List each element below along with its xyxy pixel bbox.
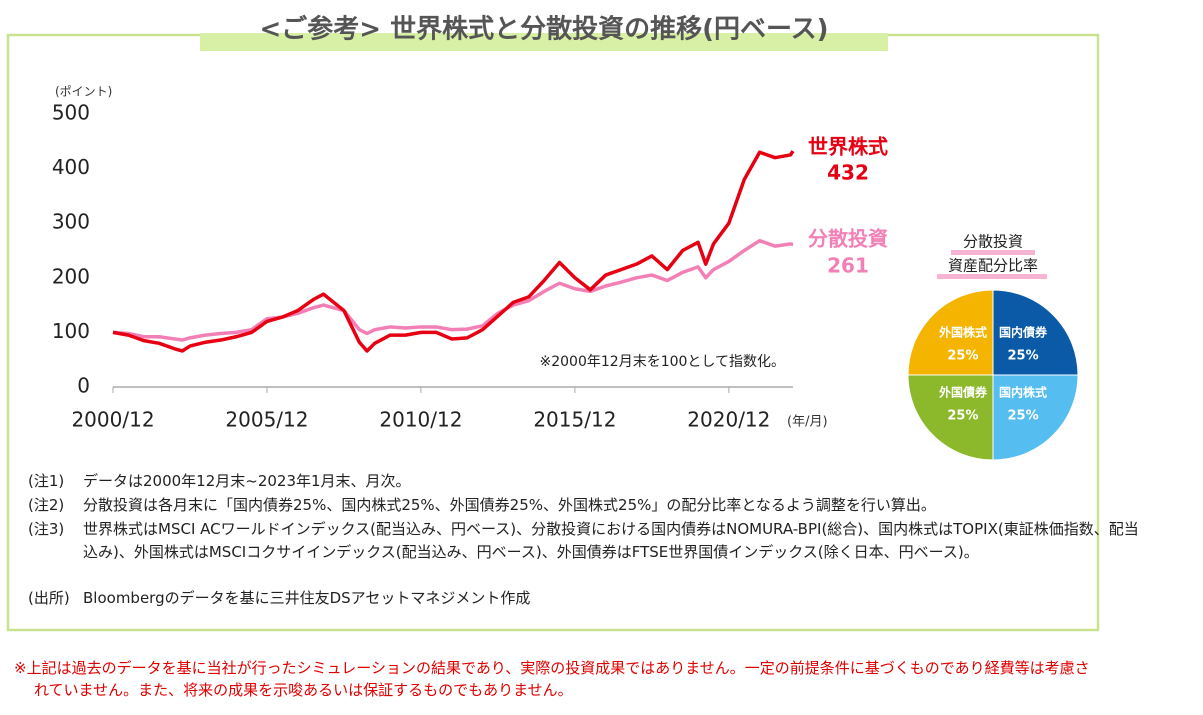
line-series xyxy=(112,238,794,342)
pie-slice xyxy=(992,289,1079,376)
series-label: 世界株式 xyxy=(808,135,888,159)
end-value-label: 261 xyxy=(827,254,869,278)
title-highlight xyxy=(937,274,1047,279)
pie-slice xyxy=(907,289,994,376)
note-label: (出所) xyxy=(28,589,70,607)
title-highlight xyxy=(200,33,888,51)
title-highlight xyxy=(951,250,1035,255)
x-tick-label: 2005/12 xyxy=(225,408,308,432)
x-tick-label: 2015/12 xyxy=(533,408,616,432)
note: (出所) Bloombergのデータを基に三井住友DSアセットマネジメント作成 xyxy=(28,587,530,610)
annotation: ※2000年12月末を100として指数化。 xyxy=(540,354,785,370)
note: (注1) データは2000年12月末~2023年1月末、月次。 xyxy=(28,470,411,493)
end-value-label: 432 xyxy=(827,161,869,185)
slice-label: 外国株式 xyxy=(939,324,987,339)
note-text: Bloombergのデータを基に三井住友DSアセットマネジメント作成 xyxy=(83,589,531,607)
note-text: データは2000年12月末~2023年1月末、月次。 xyxy=(83,472,411,490)
y-unit: (ポイント) xyxy=(55,85,112,99)
disclaimer: ※上記は過去のデータを基に当社が行ったシミュレーションの結果であり、実際の投資成… xyxy=(14,659,1090,699)
slice-value: 25% xyxy=(947,409,978,424)
y-tick-label: 400 xyxy=(52,155,90,179)
slice-value: 25% xyxy=(1007,348,1038,363)
slice-value: 25% xyxy=(1007,409,1038,424)
y-tick-label: 300 xyxy=(52,210,90,234)
page-title: <ご参考> 世界株式と分散投資の推移(円ベース) xyxy=(259,14,828,45)
series-label: 分散投資 xyxy=(808,227,888,251)
note-label: (注2) xyxy=(28,496,65,514)
slice-label: 国内債券 xyxy=(999,324,1048,339)
note-text: 分散投資は各月末に「国内債券25%、国内株式25%、外国債券25%、外国株式25… xyxy=(83,496,936,514)
slice-label: 外国債券 xyxy=(939,385,988,400)
y-tick-label: 500 xyxy=(52,101,90,125)
note-label: (注1) xyxy=(28,472,65,490)
x-tick-label: 2020/12 xyxy=(687,408,770,432)
pie-title: 資産配分比率 xyxy=(948,257,1038,275)
slice-value: 25% xyxy=(947,348,978,363)
note: (注2) 分散投資は各月末に「国内債券25%、国内株式25%、外国債券25%、外国… xyxy=(28,494,936,517)
x-unit: (年/月) xyxy=(787,415,828,430)
y-tick-label: 100 xyxy=(52,319,90,343)
line-series xyxy=(112,150,795,353)
note: (注3) 世界株式はMSCI ACワールドインデックス(配当込み、円ベース)、分散… xyxy=(28,518,1143,564)
x-tick-label: 2010/12 xyxy=(379,408,462,432)
y-tick-label: 0 xyxy=(77,374,90,398)
note-label: (注3) xyxy=(28,520,65,538)
pie-slice xyxy=(907,374,994,461)
note-text: 世界株式はMSCI ACワールドインデックス(配当込み、円ベース)、分散投資にお… xyxy=(83,520,1139,561)
x-tick-label: 2000/12 xyxy=(71,408,154,432)
pie-slice xyxy=(992,374,1079,461)
pie-title: 分散投資 xyxy=(963,233,1023,251)
slice-label: 国内株式 xyxy=(999,385,1047,400)
y-tick-label: 200 xyxy=(52,264,90,288)
